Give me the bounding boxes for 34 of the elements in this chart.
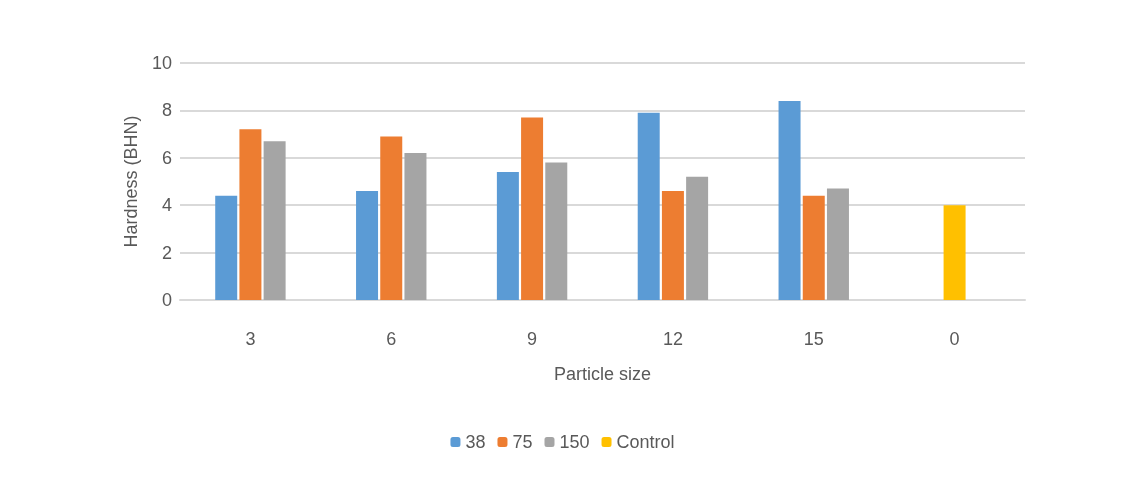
x-tick-label: 0 [949, 329, 960, 349]
bar [380, 136, 403, 300]
x-tick-label: 3 [245, 329, 256, 349]
legend-label: 38 [465, 432, 486, 452]
bar [802, 195, 825, 300]
bar [239, 129, 262, 300]
bar [637, 112, 660, 300]
x-tick-label: 9 [527, 329, 538, 349]
bar [943, 205, 966, 300]
bar [404, 153, 427, 300]
bar [661, 190, 684, 300]
y-tick-label: 0 [161, 290, 172, 310]
bar [778, 100, 801, 300]
y-tick-label: 8 [161, 100, 172, 121]
bar [496, 172, 519, 300]
bar [356, 190, 379, 300]
y-tick-label: 10 [151, 53, 172, 73]
bar [826, 188, 849, 300]
x-tick-label: 12 [662, 329, 683, 349]
bar [545, 162, 568, 300]
y-tick-label: 6 [161, 147, 172, 168]
y-tick-label: 4 [161, 195, 172, 216]
bar [263, 141, 286, 300]
y-tick-label: 2 [161, 242, 172, 263]
legend-label: Control [616, 432, 675, 452]
y-axis-title: Hardness (BHN) [121, 115, 141, 248]
x-tick-label: 6 [386, 329, 397, 349]
bar [215, 195, 238, 300]
x-tick-label: 15 [803, 329, 824, 349]
legend-label: 75 [512, 432, 533, 452]
bar [686, 176, 709, 300]
x-axis-title: Particle size [553, 364, 652, 384]
legend-label: 150 [559, 432, 590, 452]
bar [521, 117, 544, 300]
